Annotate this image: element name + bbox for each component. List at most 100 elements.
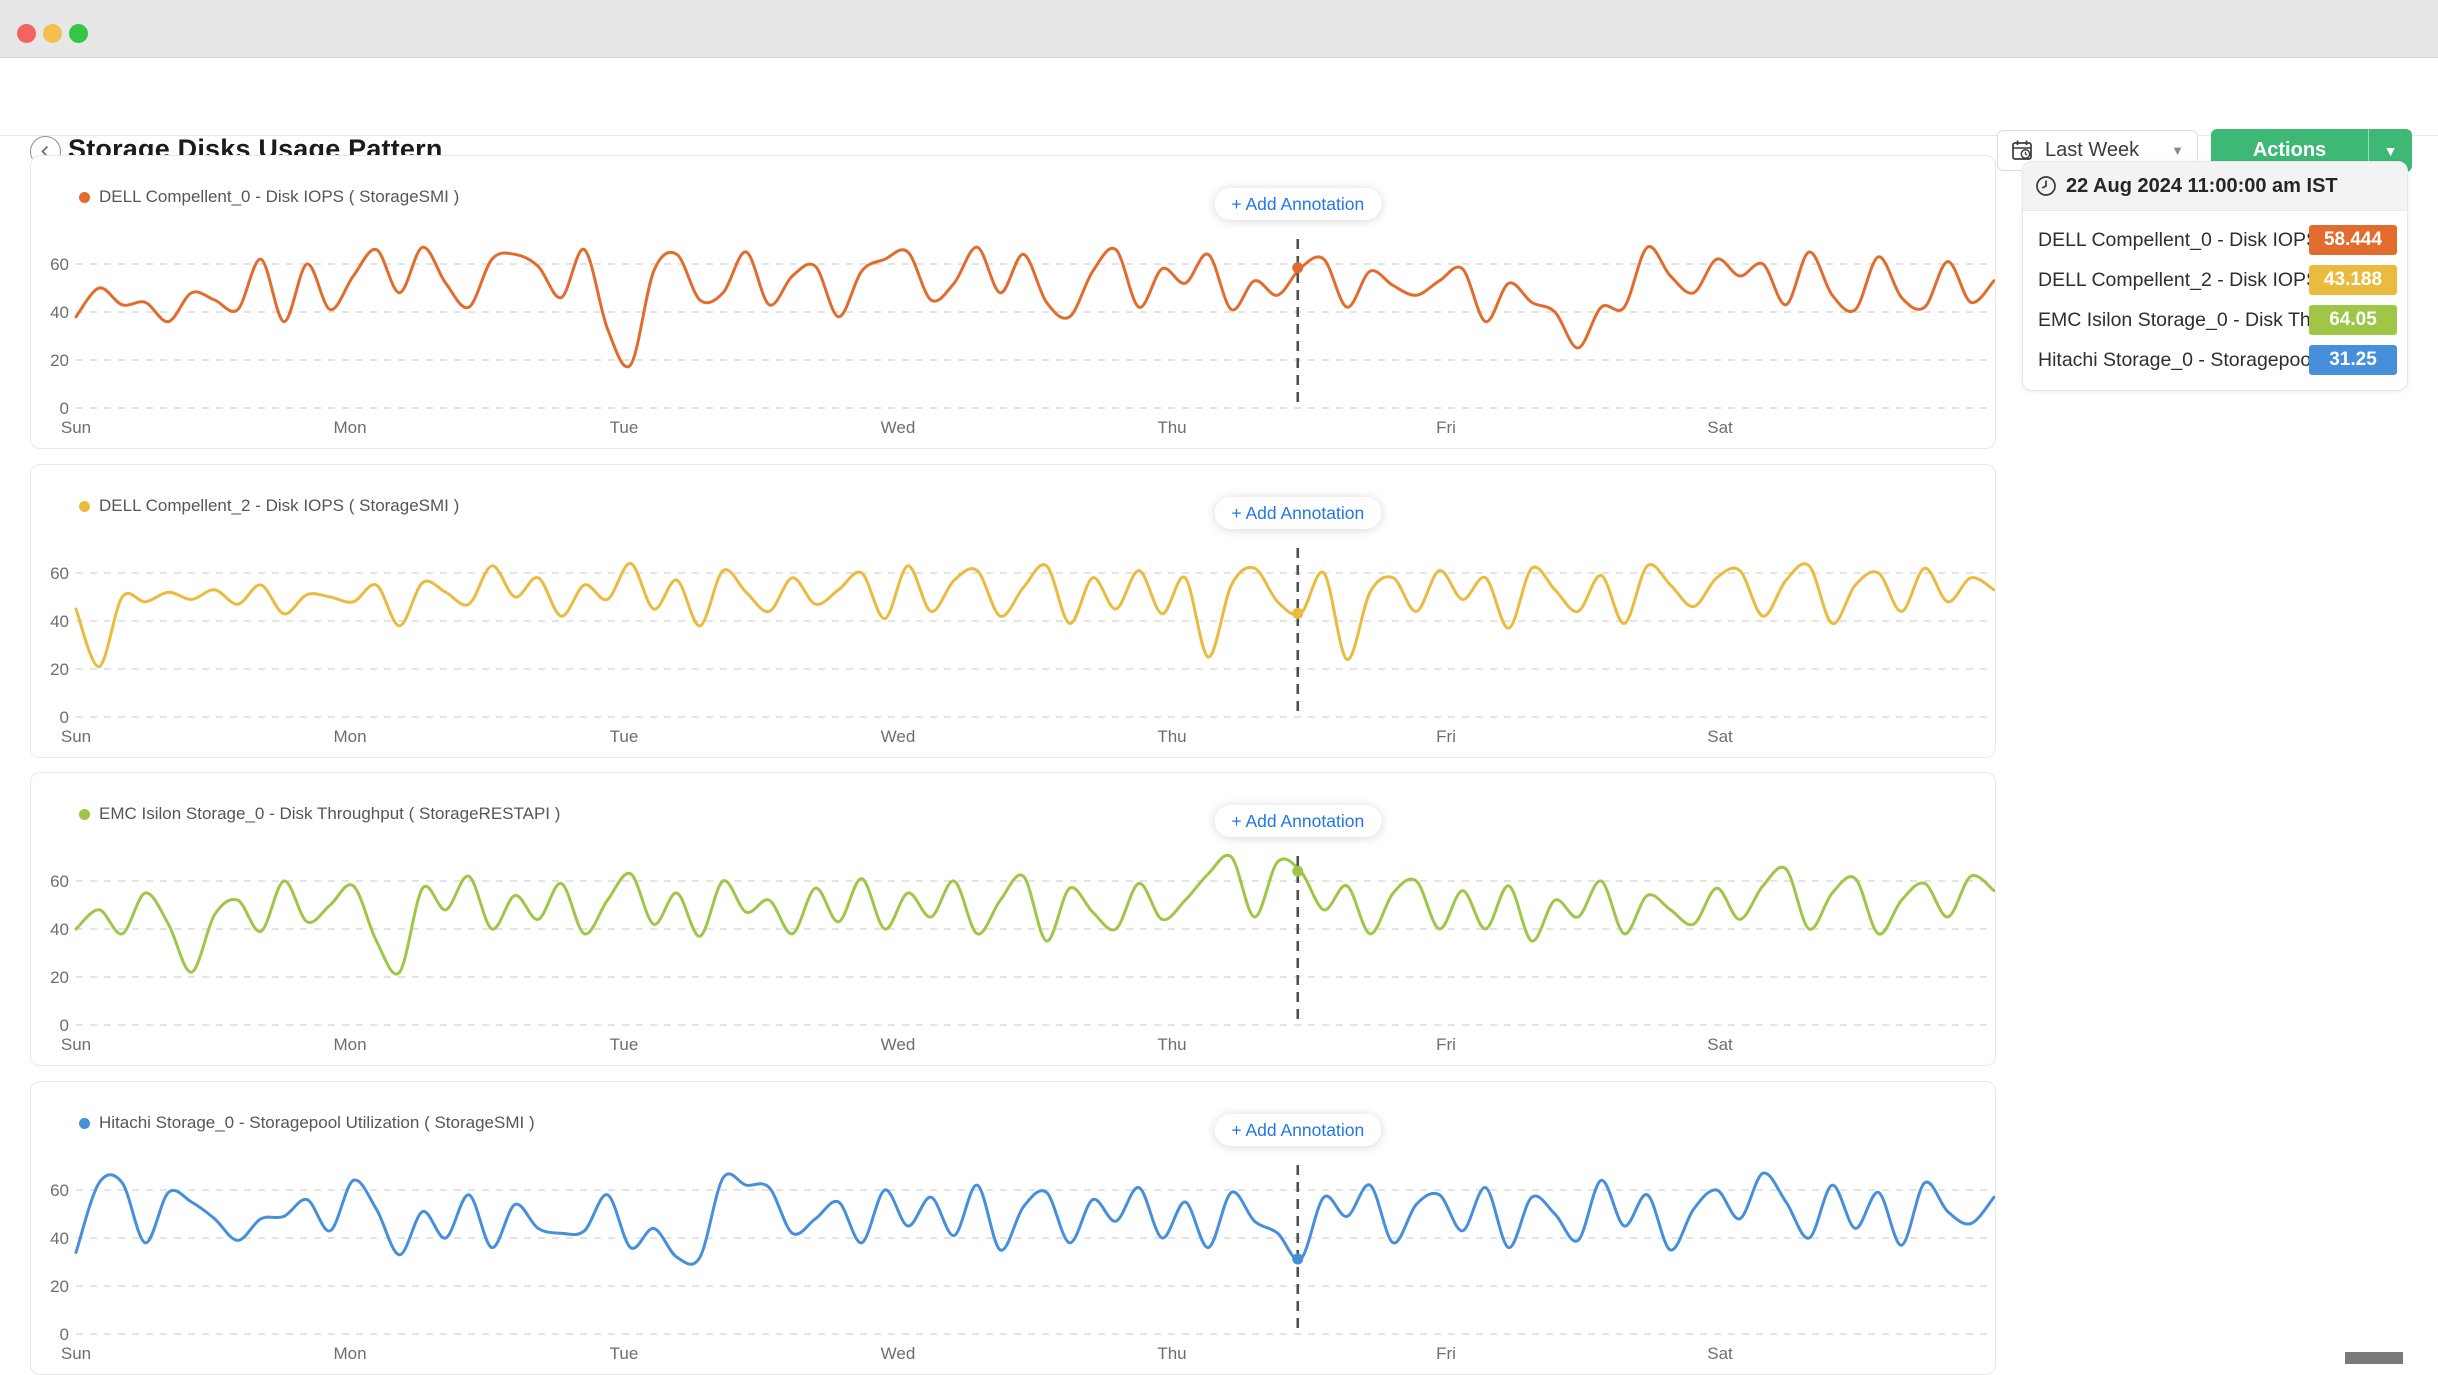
y-tick-label: 60 — [50, 1181, 69, 1200]
x-tick-label: Tue — [610, 418, 639, 437]
series-label: EMC Isilon Storage_0 - Disk Throug... — [2038, 308, 2309, 331]
series-line — [74, 561, 1995, 669]
y-tick-label: 0 — [60, 1325, 69, 1344]
chart-panel-dell-compellent-2: 0 20 40 60 Sun Mon Tue Wed Thu Fri Sat DELL Compel… — [30, 464, 1996, 758]
x-tick-label: Wed — [881, 418, 916, 437]
x-tick-label: Wed — [881, 1344, 916, 1363]
window-zoom-button[interactable] — [69, 24, 88, 43]
chart-legend: DELL Compellent_0 - Disk IOPS ( StorageS… — [79, 187, 459, 207]
series-line — [74, 853, 1995, 976]
add-annotation-button[interactable]: + Add Annotation — [1214, 805, 1382, 837]
x-tick-label: Tue — [610, 727, 639, 746]
x-tick-label: Sat — [1707, 727, 1733, 746]
chart-canvas[interactable]: 0 20 40 60 Sun Mon Tue Wed Thu Fri Sat — [31, 156, 1995, 448]
y-tick-label: 60 — [50, 564, 69, 583]
time-range-value: Last Week — [2045, 139, 2140, 161]
series-line — [74, 245, 1995, 369]
series-label: DELL Compellent_2 - Disk IOPS ( St... — [2038, 268, 2309, 291]
x-tick-label: Tue — [610, 1344, 639, 1363]
legend-dot — [79, 808, 90, 820]
legend-dot — [79, 1117, 90, 1129]
legend-label: DELL Compellent_2 - Disk IOPS ( StorageS… — [99, 496, 460, 515]
y-tick-label: 20 — [50, 660, 69, 679]
x-tick-label: Fri — [1436, 418, 1456, 437]
x-tick-label: Wed — [881, 1035, 916, 1054]
value-row: Hitachi Storage_0 - Storagepool Util... … — [2023, 340, 2407, 380]
series-label: Hitachi Storage_0 - Storagepool Util... — [2038, 348, 2309, 371]
crosshair-marker-dot — [1292, 607, 1304, 619]
value-row: DELL Compellent_0 - Disk IOPS ( St... 58… — [2023, 220, 2407, 260]
horizontal-scrollbar-thumb[interactable] — [2345, 1352, 2403, 1364]
value-badge: 43.188 — [2309, 265, 2397, 295]
chart-panel-dell-compellent-0: 0 20 40 60 Sun Mon Tue Wed Thu Fri Sat DELL Compel… — [30, 155, 1996, 449]
legend-label: EMC Isilon Storage_0 - Disk Throughput (… — [99, 804, 561, 823]
timestamp-header: 22 Aug 2024 11:00:00 am IST — [2023, 162, 2407, 211]
series-label: DELL Compellent_0 - Disk IOPS ( St... — [2038, 228, 2309, 251]
y-tick-label: 60 — [50, 255, 69, 274]
chevron-left-icon — [41, 145, 49, 158]
x-tick-label: Mon — [333, 1344, 366, 1363]
chart-legend: DELL Compellent_2 - Disk IOPS ( StorageS… — [79, 496, 459, 516]
crosshair-marker-dot — [1292, 1253, 1304, 1265]
x-tick-label: Fri — [1436, 1035, 1456, 1054]
y-tick-label: 20 — [50, 351, 69, 370]
legend-label: Hitachi Storage_0 - Storagepool Utilizat… — [99, 1113, 535, 1132]
chart-canvas[interactable]: 0 20 40 60 Sun Mon Tue Wed Thu Fri Sat — [31, 1082, 1995, 1374]
chart-legend: Hitachi Storage_0 - Storagepool Utilizat… — [79, 1113, 535, 1133]
x-tick-label: Sun — [61, 1344, 91, 1363]
y-tick-label: 40 — [50, 303, 69, 322]
y-tick-label: 40 — [50, 920, 69, 939]
y-tick-label: 0 — [60, 399, 69, 418]
clock-icon — [2036, 176, 2056, 196]
chevron-down-icon: ▼ — [2171, 143, 2184, 158]
legend-dot — [79, 191, 90, 203]
x-tick-label: Thu — [1157, 1035, 1186, 1054]
x-tick-label: Tue — [610, 1035, 639, 1054]
legend-dot — [79, 500, 90, 512]
window-titlebar — [0, 0, 2438, 58]
x-tick-label: Mon — [333, 727, 366, 746]
crosshair-marker-dot — [1292, 262, 1304, 274]
chart-legend: EMC Isilon Storage_0 - Disk Throughput (… — [79, 804, 560, 824]
y-tick-label: 20 — [50, 1277, 69, 1296]
actions-dropdown-toggle[interactable]: ▼ — [2383, 142, 2398, 159]
chart-panel-emc-isilon-0: 0 20 40 60 Sun Mon Tue Wed Thu Fri Sat EMC Isilon … — [30, 772, 1996, 1066]
y-tick-label: 0 — [60, 1016, 69, 1035]
actions-label: Actions — [2252, 139, 2327, 161]
value-row: EMC Isilon Storage_0 - Disk Throug... 64… — [2023, 300, 2407, 340]
x-tick-label: Sat — [1707, 1344, 1733, 1363]
x-tick-label: Wed — [881, 727, 916, 746]
add-annotation-button[interactable]: + Add Annotation — [1214, 1114, 1382, 1146]
y-tick-label: 20 — [50, 968, 69, 987]
x-tick-label: Thu — [1157, 418, 1186, 437]
chart-canvas[interactable]: 0 20 40 60 Sun Mon Tue Wed Thu Fri Sat — [31, 465, 1995, 757]
x-tick-label: Thu — [1157, 1344, 1186, 1363]
y-tick-label: 40 — [50, 612, 69, 631]
y-tick-label: 0 — [60, 708, 69, 727]
x-tick-label: Mon — [333, 1035, 366, 1054]
add-annotation-button[interactable]: + Add Annotation — [1214, 497, 1382, 529]
value-badge: 58.444 — [2309, 225, 2397, 255]
x-tick-label: Sat — [1707, 1035, 1733, 1054]
window-minimize-button[interactable] — [43, 24, 62, 43]
x-tick-label: Thu — [1157, 727, 1186, 746]
value-badge: 64.05 — [2309, 305, 2397, 335]
x-tick-label: Fri — [1436, 727, 1456, 746]
window-close-button[interactable] — [17, 24, 36, 43]
x-tick-label: Sun — [61, 1035, 91, 1054]
value-badge: 31.25 — [2309, 345, 2397, 375]
x-tick-label: Sat — [1707, 418, 1733, 437]
value-row: DELL Compellent_2 - Disk IOPS ( St... 43… — [2023, 260, 2407, 300]
legend-label: DELL Compellent_0 - Disk IOPS ( StorageS… — [99, 187, 460, 206]
actions-divider — [2368, 129, 2369, 172]
page-header: Storage Disks Usage Pattern Last Week ▼ … — [0, 58, 2438, 172]
y-tick-label: 60 — [50, 872, 69, 891]
timestamp-values-card: 22 Aug 2024 11:00:00 am IST DELL Compell… — [2022, 161, 2408, 391]
x-tick-label: Sun — [61, 418, 91, 437]
x-tick-label: Mon — [333, 418, 366, 437]
chart-panel-hitachi-0: 0 20 40 60 Sun Mon Tue Wed Thu Fri Sat Hitachi Sto… — [30, 1081, 1996, 1375]
chart-canvas[interactable]: 0 20 40 60 Sun Mon Tue Wed Thu Fri Sat — [31, 773, 1995, 1065]
timestamp-text: 22 Aug 2024 11:00:00 am IST — [2066, 174, 2338, 197]
x-tick-label: Sun — [61, 727, 91, 746]
add-annotation-button[interactable]: + Add Annotation — [1214, 188, 1382, 220]
